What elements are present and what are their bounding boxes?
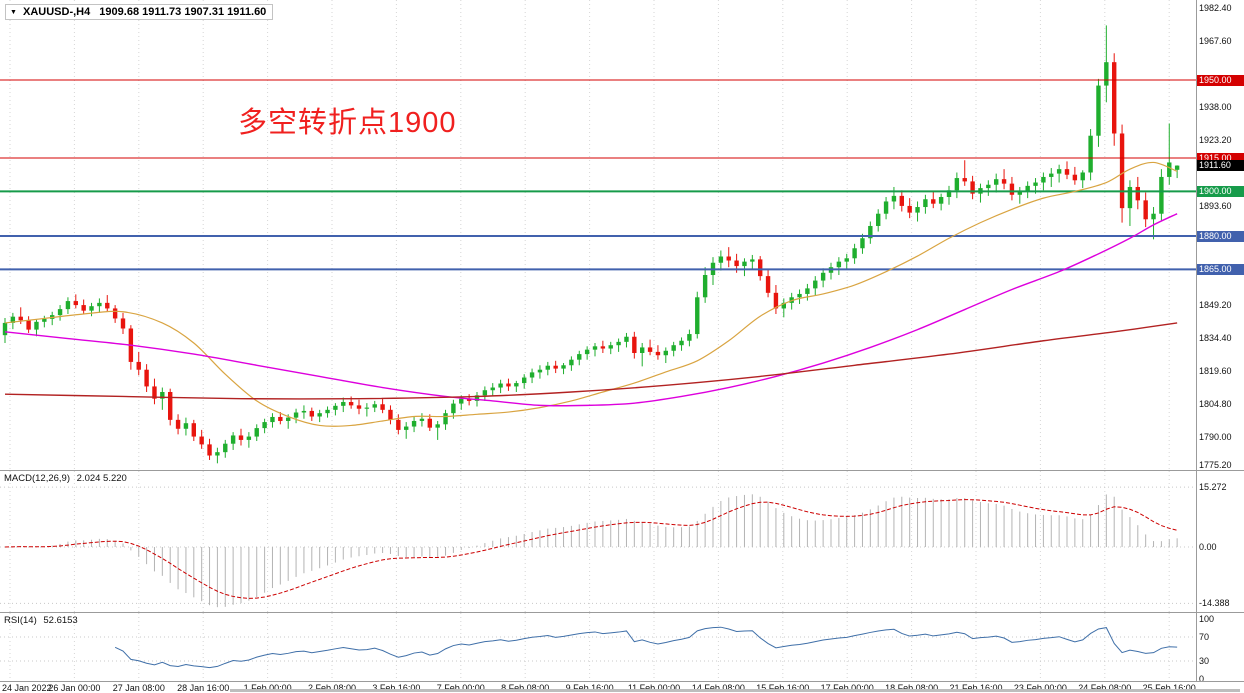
price-level-badge-1900.00: 1900.00 (1196, 185, 1244, 197)
macd-indicator-label: MACD(12,26,9) 2.024 5.220 (4, 473, 127, 484)
axis-separator (1196, 0, 1197, 681)
time-label: 24 Feb 08:00 (1078, 683, 1132, 693)
time-label: 1 Feb 00:00 (243, 683, 292, 693)
chart-dropdown-icon: ▼ (10, 9, 17, 16)
rsi-axis-label: 30 (1199, 656, 1210, 666)
ma-mid-line (4, 213, 1178, 407)
time-label: 2 Feb 08:00 (307, 683, 357, 693)
y-axis-label: 1790.00 (1199, 431, 1232, 442)
price-level-badge-1950.00: 1950.00 (1196, 74, 1244, 86)
macd-axis-label: 0.00 (1199, 542, 1217, 552)
rsi-line (114, 626, 1178, 669)
chart-annotation: 多空转折点1900 (238, 107, 457, 139)
symbol-ohlc-label: ▼ XAUUSD-,H4 1909.68 1911.73 1907.31 191… (5, 4, 274, 20)
ma-fast-line (4, 161, 1178, 427)
price-level-badge-1865.00: 1865.00 (1196, 263, 1244, 275)
time-label: 17 Feb 00:00 (820, 683, 874, 693)
time-label: 8 Feb 08:00 (501, 683, 550, 693)
macd-histogram (12, 494, 1178, 608)
y-axis-label: 1849.20 (1199, 299, 1232, 310)
time-label: 18 Feb 08:00 (885, 683, 939, 693)
time-label: 11 Feb 00:00 (627, 683, 681, 693)
rsi-indicator-label: RSI(14) 52.6153 (4, 615, 78, 626)
y-axis-label: 1923.20 (1199, 134, 1232, 145)
y-axis-label: 1775.20 (1199, 460, 1232, 470)
panel-separator[interactable] (0, 470, 1244, 471)
time-label: 7 Feb 00:00 (436, 683, 485, 693)
panel-separator[interactable] (0, 681, 1244, 682)
symbol-timeframe: XAUUSD-,H4 (23, 6, 91, 18)
y-axis-label: 1893.60 (1199, 200, 1232, 211)
time-label: 28 Jan 16:00 (177, 683, 230, 693)
y-axis-label: 1938.00 (1199, 101, 1232, 112)
horizontal-scrollbar[interactable] (230, 689, 1240, 692)
time-label: 25 Feb 16:00 (1142, 683, 1196, 693)
time-label: 26 Jan 00:00 (48, 683, 101, 693)
macd-axis[interactable]: 15.272 0.00 -14.388 (1196, 471, 1244, 612)
time-axis[interactable]: 24 Jan 2022 26 Jan 00:00 27 Jan 08:00 28 Ja… (0, 682, 1244, 693)
price-level-badge-1880.00: 1880.00 (1196, 230, 1244, 242)
rsi-canvas[interactable] (0, 613, 1196, 681)
rsi-axis-label: 0 (1199, 674, 1205, 684)
time-label: 9 Feb 16:00 (565, 683, 614, 693)
y-axis-label: 1834.40 (1199, 332, 1232, 343)
time-label: 23 Feb 00:00 (1013, 683, 1067, 693)
price-axis[interactable]: 1982.40 1967.60 1938.00 1923.20 1893.60 1849.… (1196, 0, 1244, 470)
current-price-badge: 1911.60 (1196, 160, 1244, 172)
candles (2, 25, 1180, 464)
macd-axis-label: 15.272 (1199, 482, 1227, 493)
time-label: 15 Feb 16:00 (756, 683, 810, 693)
rsi-axis-label: 100 (1199, 614, 1215, 624)
time-label: 3 Feb 16:00 (372, 683, 421, 693)
time-label: 21 Feb 16:00 (949, 683, 1003, 693)
y-axis-label: 1819.60 (1199, 365, 1232, 376)
rsi-axis[interactable]: 100 70 30 0 (1196, 613, 1244, 684)
ohlc-values: 1909.68 1911.73 1907.31 1911.60 (99, 6, 267, 18)
y-axis-label: 1967.60 (1199, 35, 1232, 46)
macd-axis-label: -14.388 (1199, 598, 1230, 609)
price-level-badge-1915.00: 1915.00 (1196, 152, 1244, 164)
macd-canvas[interactable] (0, 471, 1196, 612)
panel-separator[interactable] (0, 612, 1244, 613)
time-label: 24 Jan 2022 (2, 683, 52, 693)
main-chart-canvas[interactable] (0, 0, 1196, 470)
macd-signal-line (4, 499, 1178, 599)
y-axis-label: 1804.80 (1199, 398, 1232, 409)
time-label: 14 Feb 08:00 (691, 683, 745, 693)
rsi-axis-label: 70 (1199, 632, 1210, 642)
ma-slow-line (4, 322, 1178, 400)
y-axis-label: 1982.40 (1199, 2, 1232, 13)
time-label: 27 Jan 08:00 (112, 683, 165, 693)
